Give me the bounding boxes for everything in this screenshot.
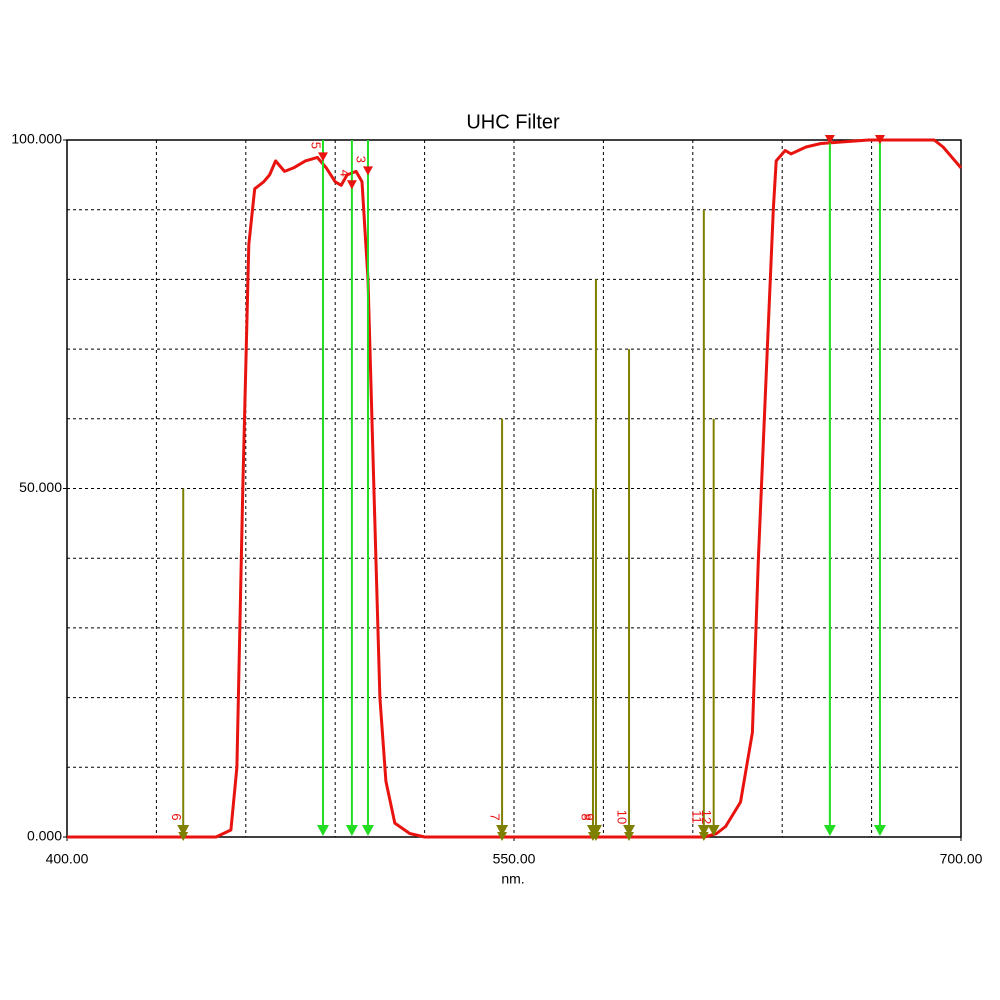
marker-tip [178, 832, 189, 841]
marker-arrow [345, 825, 358, 836]
marker-arrow [823, 825, 836, 836]
marker-tip [708, 825, 719, 835]
marker-tip [874, 135, 885, 144]
y-tick-label: 0.000 [27, 828, 62, 844]
marker-arrow [496, 825, 509, 836]
y-tick-label: 50.000 [19, 479, 62, 495]
marker-arrow [361, 825, 374, 836]
marker-label: 10 [615, 810, 630, 824]
marker-tip [590, 832, 601, 841]
marker-label: 4 [337, 170, 352, 177]
marker-label: 5 [309, 142, 324, 149]
chart-title: UHC Filter [466, 111, 560, 133]
y-tick-label: 100.000 [11, 131, 62, 147]
marker-label: 6 [169, 813, 184, 820]
marker-arrow [697, 825, 710, 836]
x-tick-label: 400.00 [46, 851, 89, 867]
marker-label: 11 [689, 810, 704, 824]
x-tick-label: 700.00 [940, 851, 983, 867]
marker-label: 9 [582, 813, 597, 820]
marker-arrow [589, 825, 602, 836]
x-tick-label: 550.00 [493, 851, 536, 867]
x-axis-label: nm. [501, 871, 524, 887]
marker-arrow [873, 825, 886, 836]
marker-arrow [623, 825, 636, 836]
marker-tip [698, 832, 709, 841]
marker-tip [362, 166, 373, 176]
marker-label: 7 [488, 813, 503, 820]
marker-label: 12 [699, 810, 714, 824]
marker-label: 3 [354, 156, 369, 163]
marker-tip [346, 180, 357, 190]
marker-arrow [177, 825, 190, 836]
marker-tip [824, 135, 835, 144]
marker-tip [624, 832, 635, 841]
marker-arrow [316, 825, 329, 836]
transmission-curve [67, 138, 963, 839]
marker-tip [317, 152, 328, 162]
marker-tip [497, 832, 508, 841]
marker-label: 8 [579, 813, 594, 820]
